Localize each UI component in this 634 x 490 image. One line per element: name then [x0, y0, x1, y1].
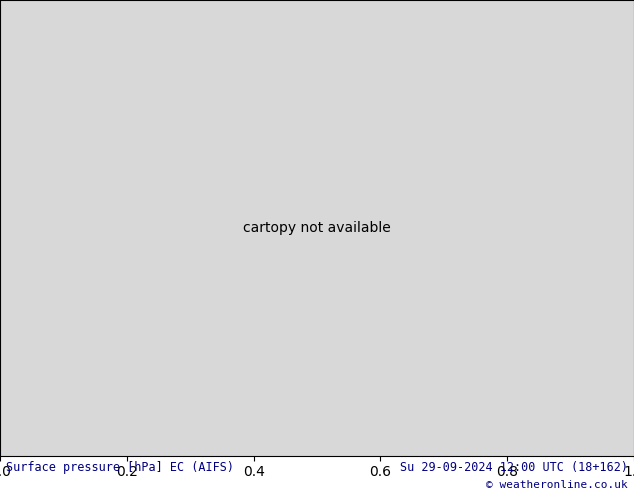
- Text: © weatheronline.co.uk: © weatheronline.co.uk: [486, 480, 628, 490]
- Text: Surface pressure [hPa] EC (AIFS): Surface pressure [hPa] EC (AIFS): [6, 461, 235, 474]
- Text: cartopy not available: cartopy not available: [243, 221, 391, 235]
- Text: Su 29-09-2024 12:00 UTC (18+162): Su 29-09-2024 12:00 UTC (18+162): [399, 461, 628, 474]
